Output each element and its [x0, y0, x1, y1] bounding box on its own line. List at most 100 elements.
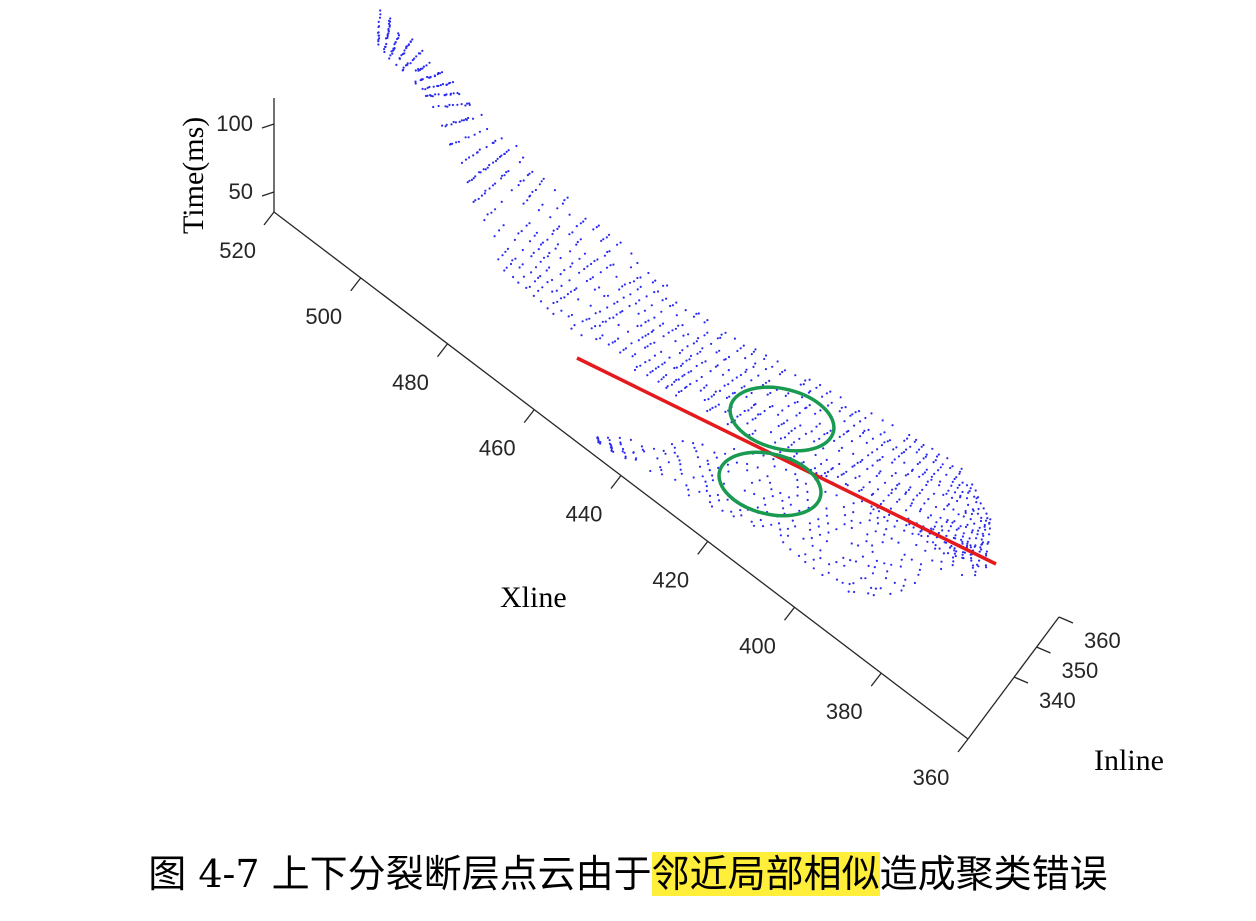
- point: [819, 383, 822, 387]
- point: [890, 474, 894, 477]
- point: [660, 468, 663, 472]
- point: [830, 468, 833, 471]
- point: [963, 551, 967, 554]
- point: [521, 248, 524, 252]
- point: [592, 228, 595, 231]
- point: [827, 404, 830, 407]
- point: [925, 468, 928, 471]
- point: [876, 516, 879, 519]
- point: [628, 281, 632, 284]
- point: [752, 403, 756, 407]
- point: [491, 141, 494, 144]
- point: [660, 350, 663, 353]
- point: [819, 409, 822, 412]
- point: [626, 330, 630, 333]
- point: [673, 446, 676, 449]
- point: [971, 529, 974, 532]
- point: [609, 444, 613, 447]
- point: [773, 465, 776, 468]
- point: [556, 243, 560, 246]
- point: [662, 284, 665, 287]
- point: [612, 450, 615, 453]
- point: [806, 490, 809, 493]
- point: [542, 256, 546, 259]
- point: [723, 384, 726, 387]
- point: [867, 564, 870, 568]
- point: [739, 509, 742, 512]
- point: [919, 508, 923, 511]
- point: [389, 54, 392, 57]
- point: [715, 351, 718, 354]
- point: [670, 383, 674, 386]
- point: [549, 216, 552, 219]
- point: [414, 80, 417, 83]
- point: [680, 389, 683, 393]
- point: [650, 330, 654, 333]
- point: [433, 75, 436, 78]
- point: [695, 364, 698, 368]
- point: [569, 265, 572, 268]
- point: [439, 84, 442, 87]
- point: [711, 479, 715, 482]
- point: [480, 194, 483, 197]
- point: [559, 297, 563, 300]
- point: [719, 336, 722, 339]
- point: [947, 503, 951, 506]
- xline-tick: [783, 606, 796, 621]
- point: [556, 300, 559, 303]
- point: [827, 531, 830, 534]
- point: [641, 336, 644, 339]
- point: [606, 294, 610, 297]
- point: [578, 271, 581, 274]
- point: [757, 374, 760, 377]
- point: [385, 42, 388, 46]
- point: [969, 553, 972, 556]
- point: [950, 544, 953, 548]
- point: [632, 280, 636, 283]
- point: [852, 452, 855, 455]
- point: [941, 463, 944, 466]
- point: [870, 505, 873, 508]
- point: [422, 65, 425, 68]
- point: [497, 258, 500, 261]
- point: [632, 451, 635, 454]
- point: [821, 395, 824, 398]
- point: [377, 40, 380, 43]
- point: [629, 438, 633, 441]
- point: [580, 334, 583, 337]
- point: [976, 563, 979, 566]
- point: [585, 279, 589, 283]
- point: [915, 543, 918, 547]
- point: [643, 450, 646, 453]
- point: [727, 470, 730, 473]
- point: [522, 275, 526, 278]
- point: [787, 446, 790, 449]
- point: [409, 62, 412, 65]
- point: [771, 365, 774, 368]
- point: [714, 405, 717, 408]
- point: [687, 494, 691, 497]
- point: [500, 200, 503, 203]
- point: [598, 286, 601, 289]
- point: [815, 425, 818, 428]
- point: [556, 207, 559, 210]
- point: [629, 293, 632, 296]
- point: [881, 419, 884, 422]
- point: [891, 424, 894, 427]
- point: [808, 404, 811, 407]
- point: [922, 443, 925, 447]
- point: [850, 519, 853, 522]
- point: [856, 461, 859, 464]
- point: [636, 324, 639, 328]
- point: [809, 528, 812, 531]
- point: [652, 447, 656, 450]
- point: [619, 351, 622, 354]
- point: [956, 486, 959, 489]
- point: [597, 439, 600, 442]
- point: [560, 309, 563, 312]
- point: [661, 322, 665, 325]
- point: [854, 560, 858, 563]
- point: [813, 467, 817, 470]
- point: [904, 578, 907, 581]
- point: [401, 69, 404, 72]
